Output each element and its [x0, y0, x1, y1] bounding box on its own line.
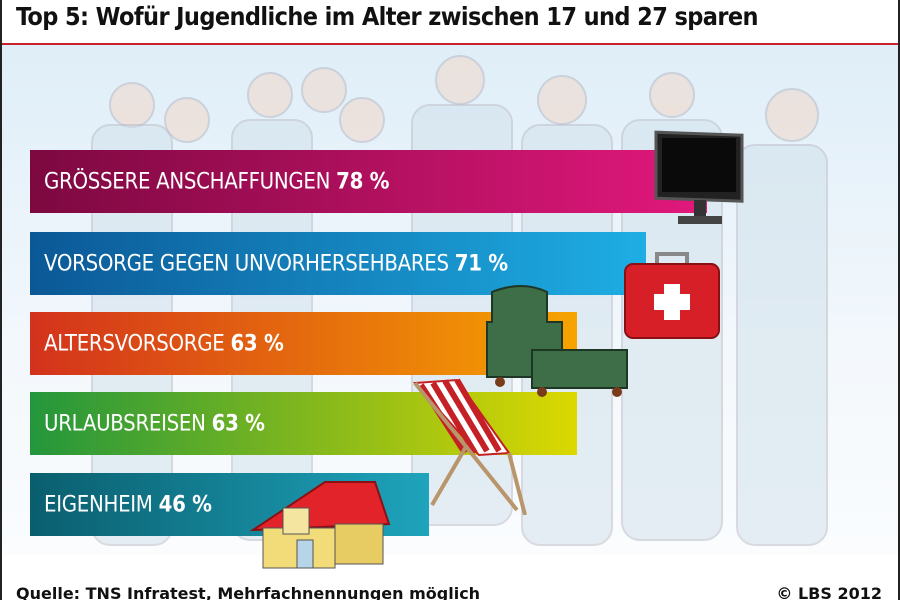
title-divider: [2, 43, 898, 45]
chart-title: Top 5: Wofür Jugendliche im Alter zwisch…: [16, 2, 759, 31]
house-icon: [249, 481, 391, 569]
bar-3: ALTERSVORSORGE 63 %: [30, 312, 577, 375]
bar-label: VORSORGE GEGEN UNVORHERSEHBARES 71 %: [44, 251, 508, 276]
value-label: 78 %: [336, 169, 390, 194]
category-label: ALTERSVORSORGE: [44, 331, 225, 356]
monitor-icon: [654, 130, 744, 224]
bar-label: EIGENHEIM 46 %: [44, 492, 212, 517]
bar-label: GRÖSSERE ANSCHAFFUNGEN 78 %: [44, 169, 389, 194]
bar-label: URLAUBSREISEN 63 %: [44, 411, 265, 436]
value-label: 71 %: [454, 251, 508, 276]
source-note: Quelle: TNS Infratest, Mehrfachnennungen…: [16, 584, 481, 600]
category-label: VORSORGE GEGEN UNVORHERSEHBARES: [44, 251, 449, 276]
first-aid-kit-icon: [624, 252, 720, 339]
category-label: GRÖSSERE ANSCHAFFUNGEN: [44, 169, 331, 194]
category-label: EIGENHEIM: [44, 492, 153, 517]
value-label: 63 %: [230, 331, 284, 356]
value-label: 63 %: [211, 411, 265, 436]
value-label: 46 %: [158, 492, 212, 517]
copyright: © LBS 2012: [776, 584, 882, 600]
armchair-icon: [486, 285, 628, 397]
bar-1: GRÖSSERE ANSCHAFFUNGEN 78 %: [30, 150, 708, 213]
bar-label: ALTERSVORSORGE 63 %: [44, 331, 284, 356]
deck-chair-icon: [412, 378, 527, 515]
category-label: URLAUBSREISEN: [44, 411, 206, 436]
bar-2: VORSORGE GEGEN UNVORHERSEHBARES 71 %: [30, 232, 647, 295]
